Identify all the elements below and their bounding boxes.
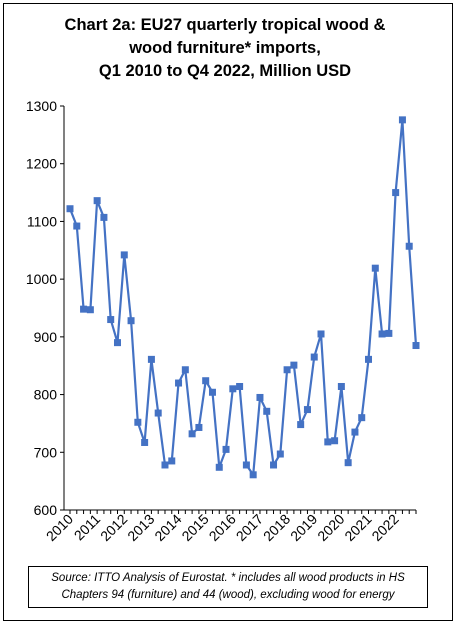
data-point [331,437,339,445]
series-line [68,118,418,476]
y-tick-label: 1000 [26,271,57,287]
data-point [365,355,373,363]
data-point [215,463,223,471]
x-tick-label: 2013 [124,511,157,544]
data-point [168,457,176,465]
data-point [324,438,332,446]
data-point [181,366,189,374]
data-point [249,471,257,479]
data-point [256,393,264,401]
data-point [392,189,400,197]
chart-title-line-2: wood furniture* imports, [129,39,321,57]
data-point [161,461,169,469]
y-tick-label: 900 [34,329,58,345]
data-point [141,438,149,446]
y-tick-label: 1200 [26,156,57,172]
data-point [222,445,230,453]
x-tick-label: 2021 [341,511,374,544]
x-tick-label: 2012 [97,511,130,544]
y-tick-label: 600 [34,502,58,518]
data-point [297,421,305,429]
data-point [107,316,115,324]
x-tick-label: 2011 [71,511,104,544]
data-point [270,461,278,469]
data-point [127,317,135,325]
x-tick-label: 2014 [151,511,184,544]
data-point [405,242,413,250]
data-point [358,414,366,422]
data-point [80,305,88,313]
data-point [175,379,183,387]
data-point [378,330,386,338]
x-tick-label: 2022 [368,511,401,544]
data-point [202,377,210,385]
data-point [290,361,298,369]
data-point [242,461,250,469]
data-point [236,382,244,390]
data-point [398,116,406,124]
data-point [317,330,325,338]
data-point [208,388,216,396]
data-point [371,264,379,272]
y-tick-label: 700 [34,444,58,460]
data-point [100,213,108,221]
x-tick-label: 2017 [233,511,266,544]
y-tick-label: 800 [34,387,58,403]
data-point [73,222,81,230]
data-point [195,423,203,431]
data-point [120,251,128,259]
data-point [263,407,271,415]
y-tick-label: 1100 [27,213,57,229]
source-note-line-1: Source: ITTO Analysis of Eurostat. * inc… [51,572,405,584]
source-note-line-2: Chapters 94 (furniture) and 44 (wood), e… [61,589,395,601]
data-point [303,406,311,414]
data-point [412,342,420,350]
data-point [344,459,352,467]
data-point [93,197,101,205]
data-point [134,418,142,426]
data-point [351,428,359,436]
chart-title-line-3: Q1 2010 to Q4 2022, Million USD [98,62,352,80]
source-note: Source: ITTO Analysis of Eurostat. * inc… [28,566,428,608]
x-tick-label: 2018 [260,511,293,544]
x-tick-label: 2019 [287,511,320,544]
data-point [337,382,345,390]
chart-title-line-1: Chart 2a: EU27 quarterly tropical wood & [64,16,386,34]
chart-frame [3,3,453,621]
data-point [276,450,284,458]
data-point [385,329,393,337]
data-point [86,306,94,314]
x-tick-label: 2015 [178,511,211,544]
y-tick-label: 1300 [26,98,57,114]
data-point [283,366,291,374]
data-point [310,353,318,361]
data-point [66,205,74,213]
x-tick-label: 2020 [314,511,347,544]
x-tick-label: 2016 [206,511,239,544]
data-point [113,339,121,347]
data-point [147,355,155,363]
chart-title: Chart 2a: EU27 quarterly tropical wood &… [0,14,450,83]
data-point [154,409,162,417]
data-point [229,385,237,393]
data-point [188,430,196,438]
